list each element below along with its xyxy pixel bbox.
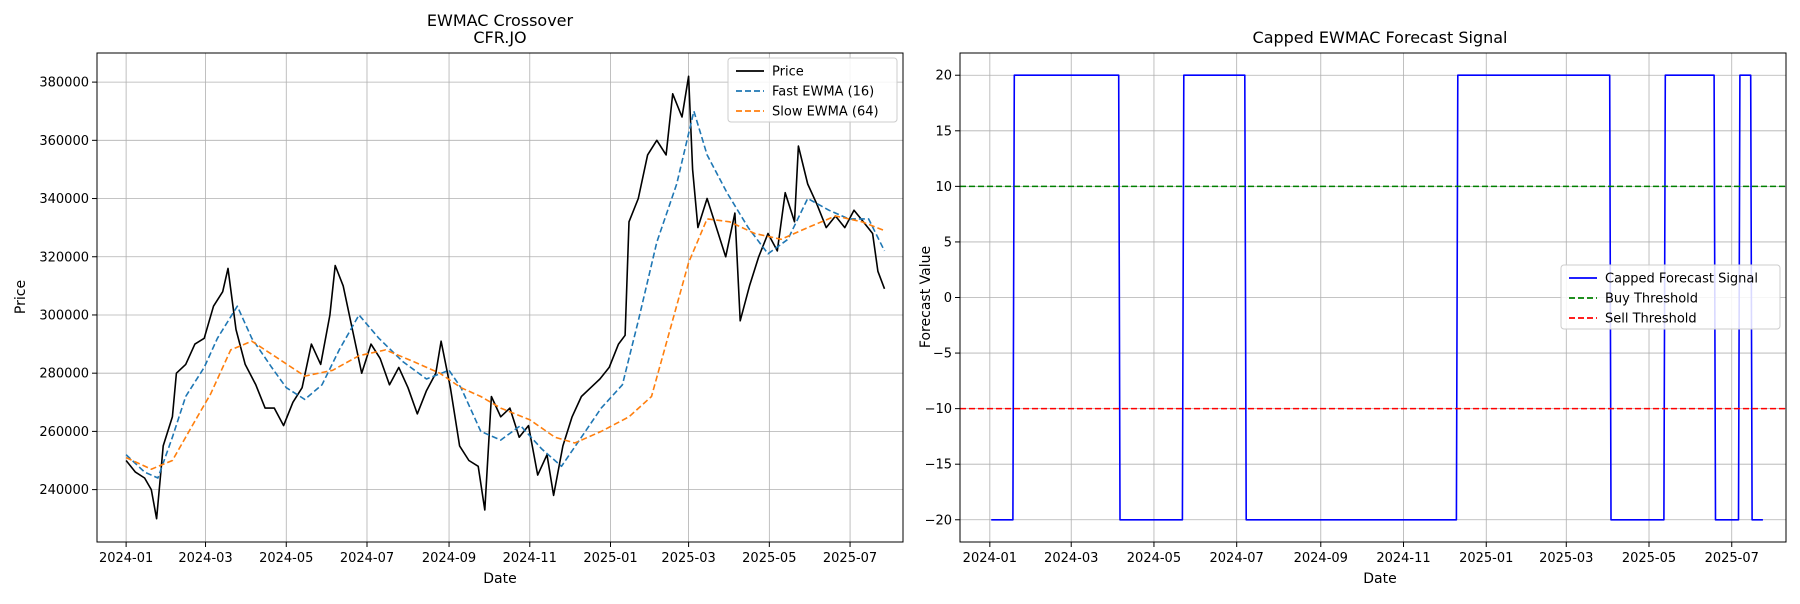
y-tick-label: 240000 — [39, 483, 89, 498]
x-tick-label: 2024-11 — [1376, 551, 1430, 566]
y-tick-label: 380000 — [39, 76, 89, 91]
x-tick-label: 2025-07 — [823, 551, 877, 566]
series-price — [125, 75, 886, 520]
series-slow-ewma-64 — [125, 215, 885, 471]
y-tick-label: −15 — [925, 458, 952, 473]
x-tick-label: 2024-07 — [340, 551, 394, 566]
x-tick-label: 2024-09 — [422, 551, 476, 566]
price-chart: EWMAC Crossover CFR.JO 2024-01 2024-03 202… — [13, 11, 904, 587]
grid — [97, 53, 903, 542]
x-tick-label: 2024-03 — [1044, 551, 1098, 566]
tick-layer: 2024-01 2024-03 2024-05 2024-07 2024-09 2024-… — [39, 76, 877, 566]
series-fast-ewma-16 — [125, 110, 886, 479]
x-tick-label: 2025-07 — [1705, 551, 1759, 566]
y-tick-label: −5 — [933, 347, 952, 362]
legend-label: Slow EWMA (64) — [772, 105, 879, 120]
legend-label: Fast EWMA (16) — [772, 85, 874, 100]
y-tick-label: −20 — [925, 513, 952, 528]
x-tick-label: 2024-05 — [1127, 551, 1181, 566]
y-tick-label: 15 — [935, 124, 952, 139]
x-tick-label: 2024-07 — [1210, 551, 1264, 566]
series-layer — [125, 75, 886, 520]
x-tick-label: 2024-05 — [259, 551, 313, 566]
y-axis-label: Price — [13, 280, 29, 314]
y-tick-label: 5 — [944, 235, 952, 250]
x-tick-label: 2025-05 — [742, 551, 796, 566]
y-tick-label: −10 — [925, 402, 952, 417]
legend-label: Buy Threshold — [1605, 292, 1698, 307]
x-tick-label: 2025-01 — [1459, 551, 1513, 566]
legend-box — [1560, 264, 1781, 330]
legend-label: Sell Threshold — [1605, 312, 1697, 327]
forecast-chart: Capped EWMAC Forecast Signal 2024-01 2024… — [918, 28, 1787, 587]
x-tick-label: 2025-03 — [1539, 551, 1593, 566]
y-tick-label: 280000 — [39, 367, 89, 382]
legend-label: Capped Forecast Signal — [1605, 272, 1758, 287]
y-tick-label: 0 — [944, 291, 952, 306]
x-tick-label: 2025-03 — [661, 551, 715, 566]
y-tick-label: 340000 — [39, 192, 89, 207]
chart-subtitle: CFR.JO — [473, 28, 526, 47]
legend: Capped Forecast Signal Buy Threshold Sell … — [1560, 264, 1781, 330]
legend-box — [727, 57, 898, 123]
chart-title: Capped EWMAC Forecast Signal — [1253, 28, 1508, 47]
y-tick-label: 300000 — [39, 308, 89, 323]
y-tick-label: 260000 — [39, 425, 89, 440]
x-axis-label: Date — [483, 571, 516, 587]
plot-frame — [96, 52, 904, 543]
y-tick-label: 10 — [935, 180, 952, 195]
x-tick-label: 2024-03 — [178, 551, 232, 566]
x-tick-label: 2025-05 — [1622, 551, 1676, 566]
x-tick-label: 2024-01 — [99, 551, 153, 566]
y-axis-label: Forecast Value — [918, 246, 934, 348]
y-tick-label: 360000 — [39, 134, 89, 149]
x-tick-label: 2024-01 — [963, 551, 1017, 566]
legend-label: Price — [772, 65, 804, 80]
x-axis-label: Date — [1363, 571, 1396, 587]
y-tick-label: 320000 — [39, 250, 89, 265]
x-tick-label: 2024-11 — [503, 551, 557, 566]
x-tick-label: 2024-09 — [1294, 551, 1348, 566]
y-tick-label: 20 — [935, 69, 952, 84]
chart-title: EWMAC Crossover — [427, 11, 574, 30]
legend: Price Fast EWMA (16) Slow EWMA (64) — [727, 57, 898, 123]
x-tick-label: 2025-01 — [583, 551, 637, 566]
tick-layer: 2024-01 2024-03 2024-05 2024-07 2024-09 2024-… — [925, 69, 1759, 566]
